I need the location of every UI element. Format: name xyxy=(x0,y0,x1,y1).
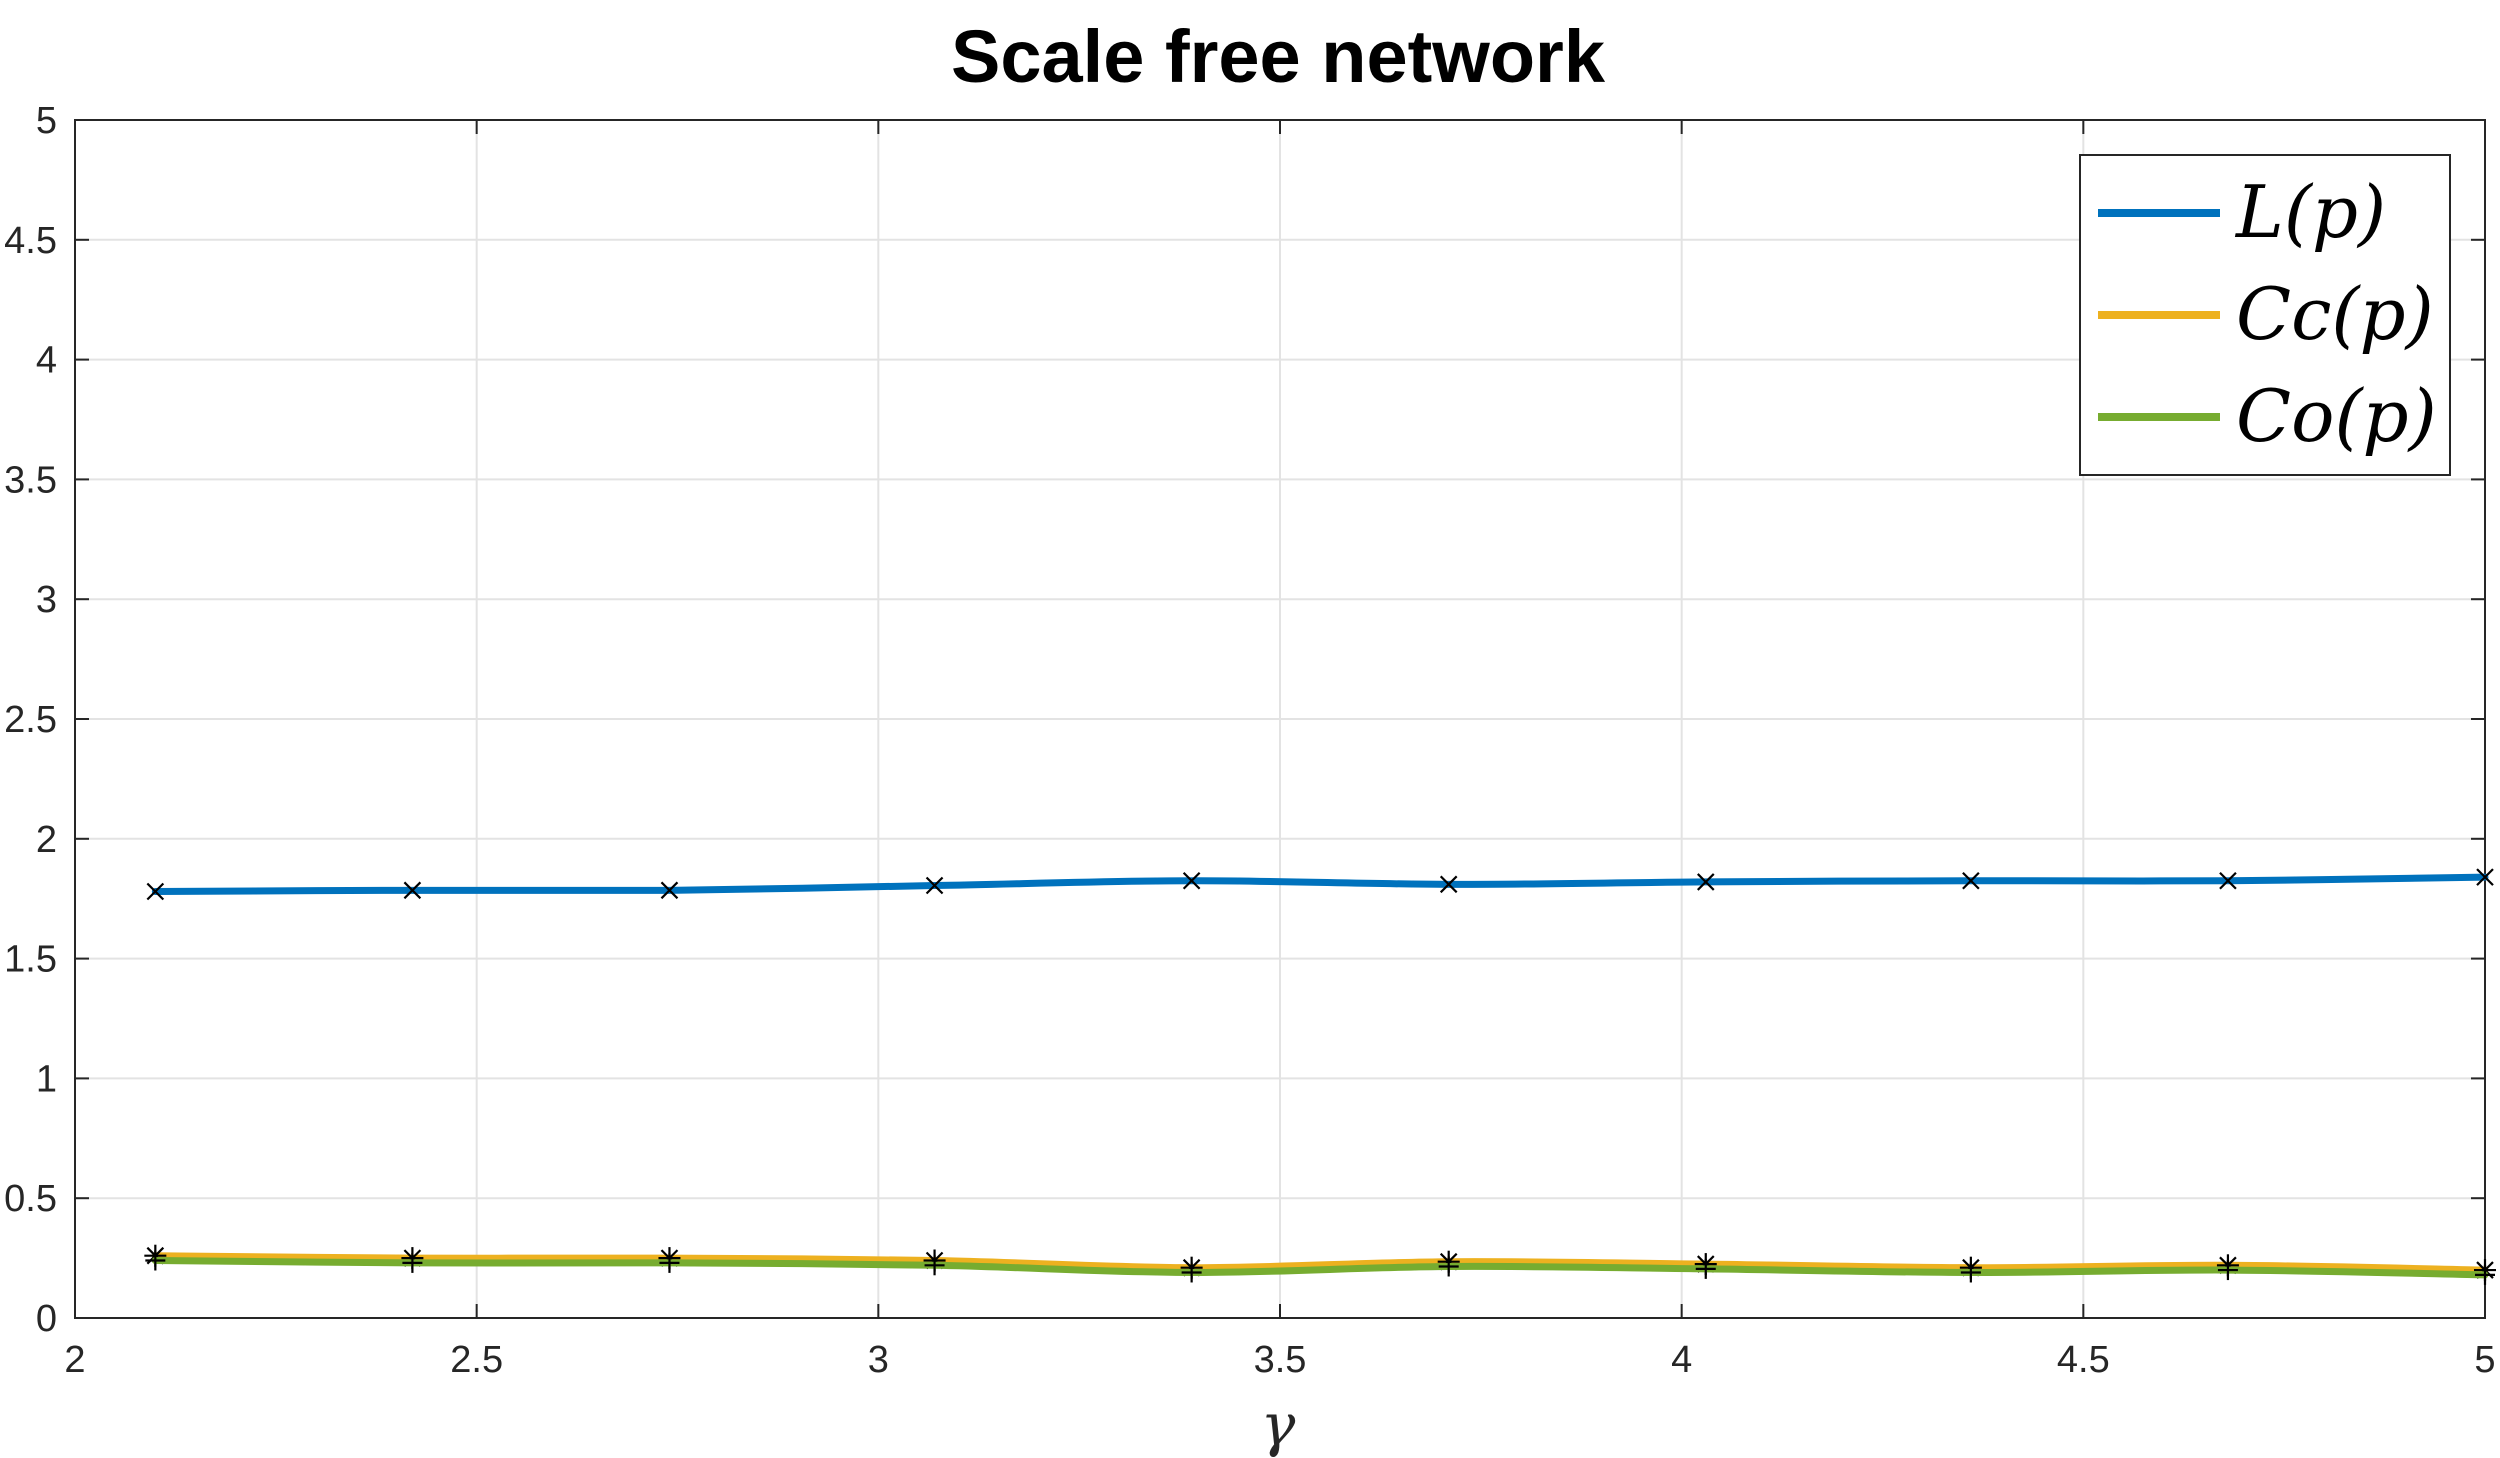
data-point xyxy=(1438,1256,1459,1277)
x-tick-label: 2 xyxy=(64,1339,85,1381)
series-3 xyxy=(145,1250,2495,1285)
marker-stroke xyxy=(146,882,165,901)
y-tick-label: 2.5 xyxy=(4,699,57,741)
data-point xyxy=(2219,871,2237,890)
marker-stroke xyxy=(660,881,679,900)
data-point xyxy=(1696,873,1715,891)
legend-item: L(p) xyxy=(2098,170,2386,254)
y-tick-label: 3 xyxy=(36,579,57,621)
marker-stroke xyxy=(2476,868,2494,886)
legend-label: Co(p) xyxy=(2236,374,2437,458)
marker-stroke xyxy=(1182,871,1201,890)
data-point xyxy=(402,1252,423,1273)
data-point xyxy=(659,1252,680,1273)
data-point xyxy=(403,881,422,900)
x-axis-label: γ xyxy=(1261,1391,1296,1458)
y-tick-label: 0.5 xyxy=(4,1178,57,1220)
y-tick-label: 5 xyxy=(36,100,57,142)
series-line xyxy=(151,873,2489,896)
data-point xyxy=(2217,1260,2238,1281)
data-point xyxy=(660,881,679,900)
x-tick-label: 2.5 xyxy=(450,1339,503,1381)
x-tick-label: 4 xyxy=(1671,1339,1692,1381)
marker-stroke xyxy=(1439,875,1458,894)
y-tick-label: 1.5 xyxy=(4,939,57,981)
marker-stroke xyxy=(925,876,944,895)
x-tick-labels: 2 2.5 3 3.5 4 4.5 5 xyxy=(64,1339,2495,1381)
series-line xyxy=(151,1257,2489,1279)
legend-item: Cc(p) xyxy=(2098,272,2434,356)
data-point xyxy=(1695,1258,1716,1279)
y-tick-label: 4 xyxy=(36,340,57,382)
data-point xyxy=(145,1250,166,1271)
legend-label: Cc(p) xyxy=(2236,272,2434,356)
marker-stroke xyxy=(1962,871,1980,890)
series-line xyxy=(151,1252,2489,1274)
y-tick-label: 0 xyxy=(36,1298,57,1340)
data-point xyxy=(1182,871,1201,890)
x-tick-label: 3 xyxy=(868,1339,889,1381)
data-point xyxy=(1181,1262,1202,1283)
y-tick-label: 3.5 xyxy=(4,459,57,501)
x-tick-label: 5 xyxy=(2474,1339,2495,1381)
legend-item: Co(p) xyxy=(2098,374,2437,458)
legend-label: L(p) xyxy=(2234,170,2386,254)
y-tick-labels: 0 0.5 1 1.5 2 2.5 3 3.5 4 4.5 5 xyxy=(4,100,57,1340)
axes xyxy=(74,119,2486,1319)
marker-stroke xyxy=(2219,871,2237,890)
y-tick-label: 4.5 xyxy=(4,220,57,262)
y-tick-label: 2 xyxy=(36,819,57,861)
x-tick-label: 4.5 xyxy=(2057,1339,2110,1381)
data-point xyxy=(2476,868,2494,886)
marker-stroke xyxy=(403,881,422,900)
series-1 xyxy=(146,868,2494,901)
data-point xyxy=(146,882,165,901)
y-tick-label: 1 xyxy=(36,1058,57,1100)
data-point xyxy=(1962,871,1980,890)
legend: L(p) Cc(p) Co(p) xyxy=(2079,154,2451,476)
data-point xyxy=(1439,875,1458,894)
data-point xyxy=(924,1255,945,1276)
chart-title: Scale free network xyxy=(951,15,1606,98)
series-layer xyxy=(144,868,2496,1285)
marker-stroke xyxy=(1696,873,1715,891)
x-tick-label: 3.5 xyxy=(1254,1339,1307,1381)
data-point xyxy=(925,876,944,895)
data-point xyxy=(2475,1264,2495,1285)
data-point xyxy=(1960,1262,1981,1283)
